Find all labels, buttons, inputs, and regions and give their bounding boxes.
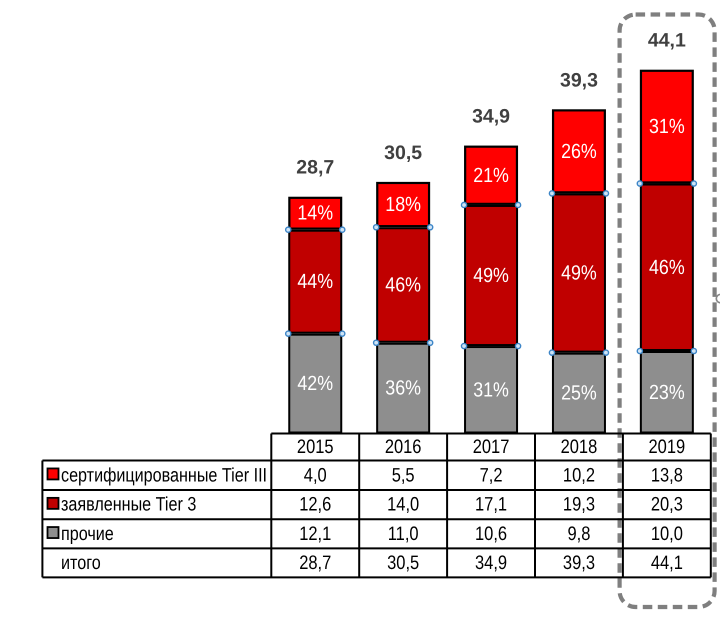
svg-text:2015: 2015 [297,436,334,458]
svg-text:13,8: 13,8 [651,464,683,486]
svg-text:30,5: 30,5 [387,552,419,574]
svg-text:44%: 44% [297,270,333,293]
svg-text:2017: 2017 [473,436,510,458]
svg-text:34,9: 34,9 [475,552,507,574]
svg-text:4,0: 4,0 [304,464,327,486]
svg-text:21%: 21% [473,164,509,187]
svg-text:28,7: 28,7 [296,157,334,179]
svg-text:26%: 26% [561,140,597,163]
svg-text:17,1: 17,1 [475,494,507,516]
svg-text:28,7: 28,7 [299,552,331,574]
svg-text:2019: 2019 [649,436,686,458]
svg-text:итого: итого [61,552,101,574]
svg-text:2016: 2016 [385,436,422,458]
svg-text:39,3: 39,3 [563,552,595,574]
svg-text:14%: 14% [297,202,333,225]
svg-text:заявленные Tier 3: заявленные Tier 3 [61,494,196,516]
svg-text:5,5: 5,5 [392,464,415,486]
svg-text:12,1: 12,1 [299,523,331,545]
svg-text:44,1: 44,1 [651,552,683,574]
svg-text:49%: 49% [561,262,597,285]
svg-text:49%: 49% [473,264,509,287]
svg-text:23%: 23% [649,381,685,404]
svg-text:44,1: 44,1 [648,30,686,52]
svg-text:42%: 42% [297,372,333,395]
svg-text:31%: 31% [649,115,685,138]
svg-text:2018: 2018 [561,436,598,458]
svg-text:7,2: 7,2 [480,464,503,486]
svg-text:14,0: 14,0 [387,494,419,516]
svg-text:9,8: 9,8 [567,523,590,545]
svg-text:11,0: 11,0 [388,523,419,545]
svg-text:сертифицированные Tier III: сертифицированные Tier III [61,464,267,486]
svg-text:34,9: 34,9 [472,106,510,128]
svg-text:39,3: 39,3 [560,69,598,91]
svg-text:46%: 46% [649,256,685,279]
svg-text:20,3: 20,3 [651,494,683,516]
svg-text:12,6: 12,6 [299,494,331,516]
svg-text:10,6: 10,6 [475,523,507,545]
svg-text:10,2: 10,2 [563,464,595,486]
svg-text:46%: 46% [385,274,421,297]
svg-text:18%: 18% [385,193,421,216]
svg-text:19,3: 19,3 [563,494,595,516]
svg-text:10,0: 10,0 [651,523,683,545]
svg-text:25%: 25% [561,382,597,405]
svg-text:31%: 31% [473,378,509,401]
svg-text:30,5: 30,5 [384,142,422,164]
svg-text:прочие: прочие [61,523,114,545]
svg-text:36%: 36% [385,377,421,400]
